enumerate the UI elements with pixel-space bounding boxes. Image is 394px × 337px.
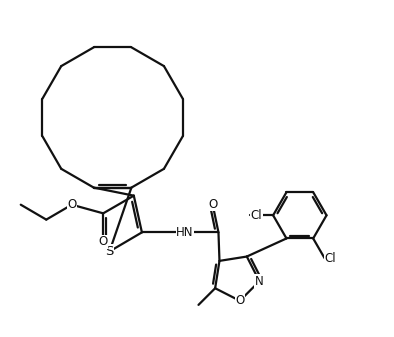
Text: Cl: Cl — [325, 252, 336, 265]
Text: O: O — [98, 235, 108, 248]
Text: O: O — [67, 198, 76, 211]
Text: O: O — [208, 197, 217, 211]
Text: Cl: Cl — [250, 209, 262, 222]
Text: N: N — [255, 275, 264, 288]
Text: O: O — [235, 294, 244, 307]
Text: HN: HN — [177, 226, 194, 239]
Text: S: S — [105, 245, 114, 258]
